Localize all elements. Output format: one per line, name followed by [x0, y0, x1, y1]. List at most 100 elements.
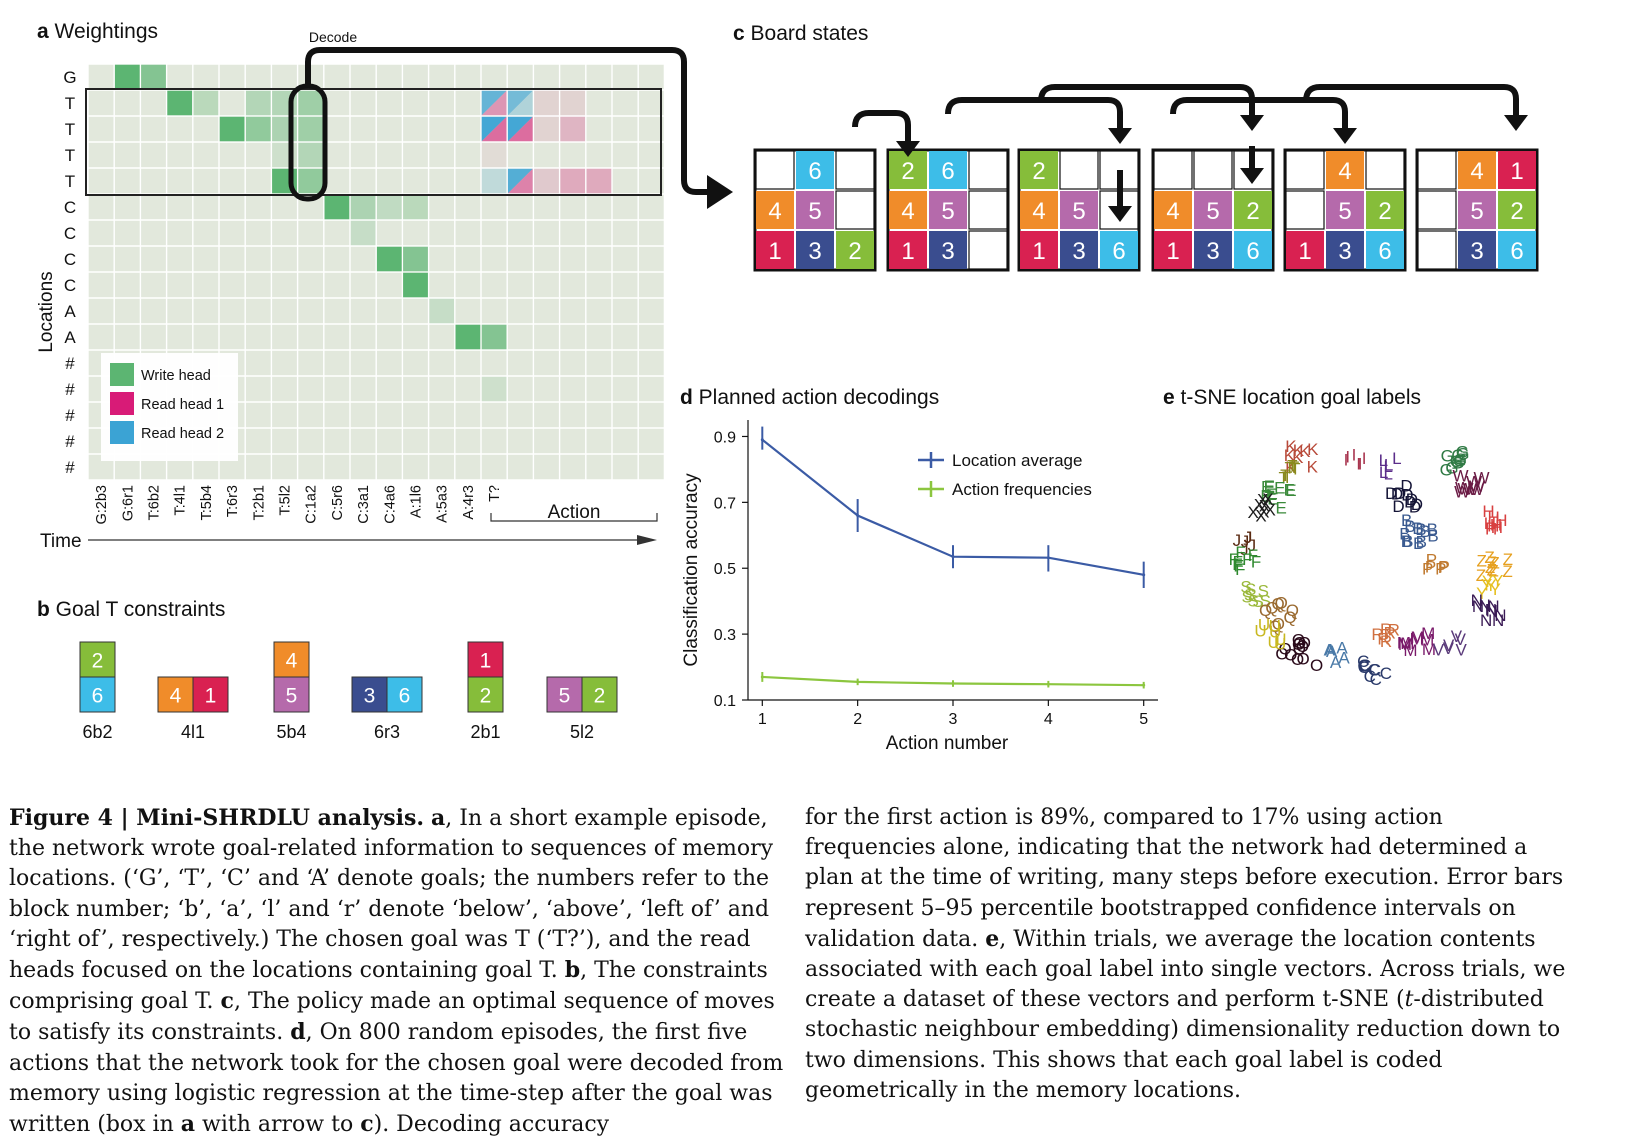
read-weight-cell [507, 116, 533, 142]
move-arrowhead [896, 141, 920, 157]
block-number: 2 [1246, 198, 1259, 225]
tsne-letter: S [1258, 581, 1269, 600]
y-tick-label: 0.1 [714, 693, 736, 710]
tsne-letter: N [1487, 597, 1499, 616]
caption-bold-run: e [985, 925, 1000, 952]
tsne-letter: W [1454, 482, 1470, 501]
tsne-letter: L [1384, 456, 1393, 475]
tsne-letter: N [1485, 601, 1497, 620]
caption-text-run: -distributed stochastic neighbour embedd… [805, 987, 1561, 1103]
time-axis-arrowhead [637, 535, 657, 545]
block-number: 6 [808, 158, 821, 185]
write-weight-cell [141, 64, 166, 90]
tsne-letter: C [1358, 656, 1370, 675]
tsne-letter: E [1261, 478, 1272, 497]
write-weight-cell [429, 298, 455, 324]
tsne-letter: C [1364, 667, 1376, 686]
write-weight-cell [114, 64, 140, 90]
tsne-letter: O [1293, 639, 1306, 658]
tsne-letter: F [1248, 546, 1258, 565]
block-number: 1 [205, 685, 217, 708]
tsne-letter: B [1427, 527, 1438, 546]
tsne-letter: P [1422, 559, 1433, 578]
tsne-letter: N [1486, 602, 1498, 621]
tsne-letter: P [1435, 559, 1446, 578]
tsne-letter: J [1233, 531, 1242, 550]
tsne-letter: G [1451, 453, 1464, 472]
legend-label: Action frequencies [952, 480, 1092, 499]
move-arrow [1170, 97, 1348, 132]
time-label: G:2b3 [94, 485, 110, 525]
time-label: T:2b1 [251, 485, 267, 520]
write-weight-cell [167, 90, 193, 116]
tsne-letter: E [1276, 498, 1287, 517]
legend-label: Read head 2 [141, 426, 224, 442]
tsne-letter: X [1255, 506, 1266, 525]
tsne-letter: Z [1489, 554, 1499, 573]
write-weight-cell [350, 220, 376, 246]
tsne-letter: E [1274, 479, 1285, 498]
tsne-letter: V [1443, 639, 1455, 658]
tsne-letter: M [1403, 641, 1417, 660]
caption-bold-run: d [290, 1019, 306, 1046]
legend-swatch [110, 392, 134, 415]
block-tile [1326, 191, 1364, 229]
tsne-letter: P [1425, 557, 1436, 576]
write-weight-cell [298, 168, 324, 194]
legend-label: Location average [952, 451, 1082, 470]
tsne-letter: U [1268, 633, 1280, 652]
write-weight-cell [219, 116, 245, 142]
caption-text-run: , The constraints comprising goal T. [9, 958, 768, 1015]
tsne-letter: L [1379, 451, 1388, 470]
tsne-letter: V [1456, 641, 1468, 660]
tsne-letter: K [1284, 446, 1296, 465]
goal-constraint: 3 6 6r3 [351, 676, 423, 742]
tsne-letter: H [1488, 508, 1500, 527]
tsne-letter: Y [1492, 572, 1503, 591]
tsne-letter: A [1338, 649, 1350, 668]
tsne-letter: I [1344, 451, 1349, 470]
tsne-letter: E [1266, 485, 1277, 504]
time-label: T:5b4 [199, 485, 215, 520]
tsne-letter: G [1451, 446, 1464, 465]
caption-text-run: ). Decoding accuracy [373, 1112, 610, 1138]
tsne-letter: O [1284, 646, 1297, 665]
empty-slot [1417, 150, 1457, 190]
tsne-letter: K [1299, 442, 1311, 461]
block-number: 4 [1338, 158, 1351, 185]
block-tile [1234, 191, 1272, 229]
move-arrowhead [1504, 115, 1528, 131]
constraint-label: 2b1 [470, 722, 500, 742]
tsne-letter: Q [1272, 614, 1285, 633]
caption-text-run [424, 806, 431, 831]
location-row-label: C [64, 224, 76, 243]
caption-bold-run: c [220, 988, 234, 1015]
empty-slot [1059, 150, 1099, 190]
block-tile [756, 191, 794, 229]
tsne-letter: R [1380, 632, 1392, 651]
tsne-letter: C [1369, 661, 1381, 680]
tsne-letter: B [1401, 532, 1412, 551]
tsne-letter: C [1358, 658, 1370, 677]
time-label: A:1l6 [409, 485, 425, 518]
location-row-label: # [65, 406, 75, 425]
tsne-letter: D [1392, 497, 1404, 516]
caption-text-run: for the first action is 89%, compared to… [805, 805, 1564, 952]
tsne-letter: O [1291, 650, 1304, 669]
read-weight-cell [481, 90, 507, 116]
location-row-label: C [64, 250, 76, 269]
tsne-letter: F [1251, 552, 1261, 571]
block-tile [1458, 191, 1496, 229]
legend-swatch [110, 363, 134, 386]
tsne-letter: W [1468, 480, 1484, 499]
empty-slot [968, 230, 1008, 270]
empty-slot [1365, 150, 1405, 190]
tsne-letter: L [1392, 449, 1401, 468]
time-label: T:6b2 [147, 485, 163, 520]
